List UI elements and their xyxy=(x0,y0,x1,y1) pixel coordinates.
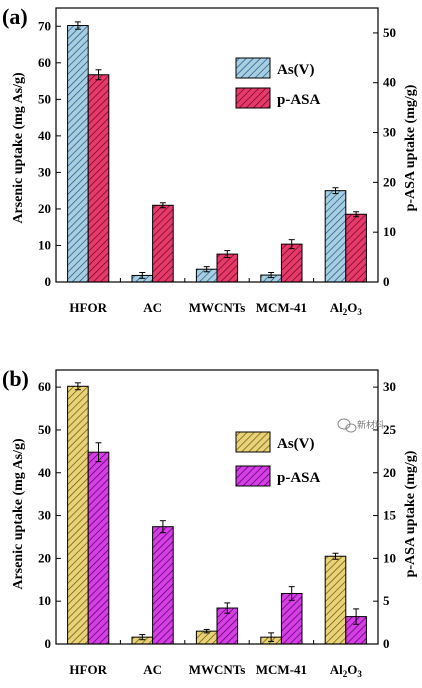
x-tick-label: MCM-41 xyxy=(256,300,307,315)
error-bar-pasa-al2o3 xyxy=(353,211,360,218)
legend-label-asv: As(V) xyxy=(277,436,315,452)
y-tick-label-left: 60 xyxy=(38,55,51,70)
y-tick-label-left: 0 xyxy=(45,274,52,289)
error-bar-asv-mcm-41 xyxy=(268,632,275,642)
y-axis-label-right: p-ASA uptake (mg/g) xyxy=(403,84,418,211)
bar-pasa-mwcnts xyxy=(216,253,239,283)
y-tick-label-right: 10 xyxy=(383,224,396,239)
y-tick-label-right: 15 xyxy=(383,508,397,523)
legend-swatch-asv xyxy=(235,431,271,453)
y-tick-label-right: 5 xyxy=(383,593,390,608)
y-tick-label-left: 0 xyxy=(45,636,52,651)
y-tick-label-right: 25 xyxy=(383,422,397,437)
y-tick-label-right: 20 xyxy=(383,174,396,189)
x-tick-label: HFOR xyxy=(69,300,107,315)
x-tick-label: MWCNTs xyxy=(189,662,246,677)
y-axis-label-right: p-ASA uptake (mg/g) xyxy=(403,450,418,577)
bar-pasa-hfor xyxy=(87,74,110,283)
legend: As(V) p-ASA xyxy=(235,57,321,109)
y-tick-label-right: 30 xyxy=(383,125,396,140)
error-bar-pasa-mwcnts xyxy=(224,250,231,259)
y-tick-label-left: 50 xyxy=(38,422,51,437)
y-tick-label-left: 70 xyxy=(38,18,51,33)
error-bar-pasa-mcm-41 xyxy=(288,586,295,601)
y-tick-label-right: 30 xyxy=(383,379,396,394)
error-bar-pasa-hfor xyxy=(95,442,102,463)
error-bar-asv-ac xyxy=(139,272,146,279)
bar-pasa-mcm-41 xyxy=(280,243,303,283)
y-tick-label-left: 20 xyxy=(38,201,51,216)
legend: As(V) p-ASA xyxy=(235,431,321,487)
legend-label-pasa: p-ASA xyxy=(277,92,321,108)
legend-swatch-asv xyxy=(235,57,271,79)
y-axis-label-left: Arsenic uptake (mg As/g) xyxy=(11,72,26,224)
y-tick-label-left: 10 xyxy=(38,237,51,252)
x-tick-label: AC xyxy=(143,300,162,315)
error-bar-pasa-mcm-41 xyxy=(288,239,295,250)
error-bar-asv-mwcnts xyxy=(203,628,210,634)
error-bar-asv-hfor xyxy=(74,382,81,391)
legend-label-asv: As(V) xyxy=(277,62,315,78)
y-tick-label-left: 10 xyxy=(38,593,51,608)
y-tick-label-left: 40 xyxy=(38,128,51,143)
x-tick-label: HFOR xyxy=(69,662,107,677)
legend-swatch-pasa xyxy=(235,87,271,109)
bar-pasa-ac xyxy=(152,526,174,645)
error-bar-asv-al2o3 xyxy=(332,552,339,560)
x-tick-label: Al2O3 xyxy=(330,300,363,317)
wechat-bubble-icon xyxy=(337,418,357,433)
plot-frame xyxy=(55,7,379,283)
y-tick-label-left: 60 xyxy=(38,379,51,394)
panel-b: (b) HFOR AC MWCNTs MCM-41 Al2O30102030405060… xyxy=(2,366,418,679)
y-tick-label-right: 50 xyxy=(383,25,396,40)
y-tick-label-left: 30 xyxy=(38,164,51,179)
watermark: 新材料 xyxy=(337,418,384,433)
error-bar-asv-al2o3 xyxy=(332,187,339,195)
x-tick-label: MWCNTs xyxy=(189,300,246,315)
y-tick-label-left: 40 xyxy=(38,465,51,480)
y-tick-label-left: 50 xyxy=(38,91,51,106)
y-tick-label-left: 30 xyxy=(38,508,51,523)
panel-label: (b) xyxy=(2,366,29,391)
bar-pasa-mcm-41 xyxy=(280,592,303,645)
y-tick-label-left: 20 xyxy=(38,550,51,565)
bar-asv-hfor xyxy=(67,25,89,283)
y-tick-label-right: 10 xyxy=(383,550,396,565)
y-tick-label-right: 40 xyxy=(383,75,396,90)
bar-pasa-ac xyxy=(152,204,174,283)
y-tick-label-right: 0 xyxy=(383,636,390,651)
bar-asv-al2o3 xyxy=(324,555,347,645)
y-axis-label-left: Arsenic uptake (mg As/g) xyxy=(11,438,26,590)
panel-a: (a) HFOR AC MWCNTs MCM-41 Al2O3 0 10 20 30 40 50 60… xyxy=(2,4,418,317)
x-tick-label: MCM-41 xyxy=(256,662,307,677)
legend-label-pasa: p-ASA xyxy=(277,470,321,486)
error-bar-pasa-ac xyxy=(159,520,166,534)
legend-swatch-pasa xyxy=(235,465,271,487)
error-bar-asv-ac xyxy=(139,634,146,641)
error-bar-asv-mwcnts xyxy=(203,266,210,273)
error-bar-pasa-ac xyxy=(159,202,166,209)
x-tick-label: Al2O3 xyxy=(330,662,363,679)
bar-asv-al2o3 xyxy=(324,190,347,283)
plot-frame xyxy=(55,369,379,645)
x-tick-label: AC xyxy=(143,662,162,677)
error-bar-asv-mcm-41 xyxy=(268,272,275,279)
y-tick-label-right: 20 xyxy=(383,465,396,480)
error-bar-pasa-hfor xyxy=(95,69,102,81)
error-bar-pasa-mwcnts xyxy=(224,602,231,614)
bar-pasa-al2o3 xyxy=(345,213,367,283)
y-tick-label-right: 0 xyxy=(383,274,390,289)
bar-asv-hfor xyxy=(67,385,89,645)
error-bar-pasa-al2o3 xyxy=(353,608,360,625)
watermark-text: 新材料 xyxy=(357,419,384,431)
error-bar-asv-hfor xyxy=(74,21,81,30)
panel-label: (a) xyxy=(2,4,28,29)
bar-pasa-hfor xyxy=(87,451,110,645)
